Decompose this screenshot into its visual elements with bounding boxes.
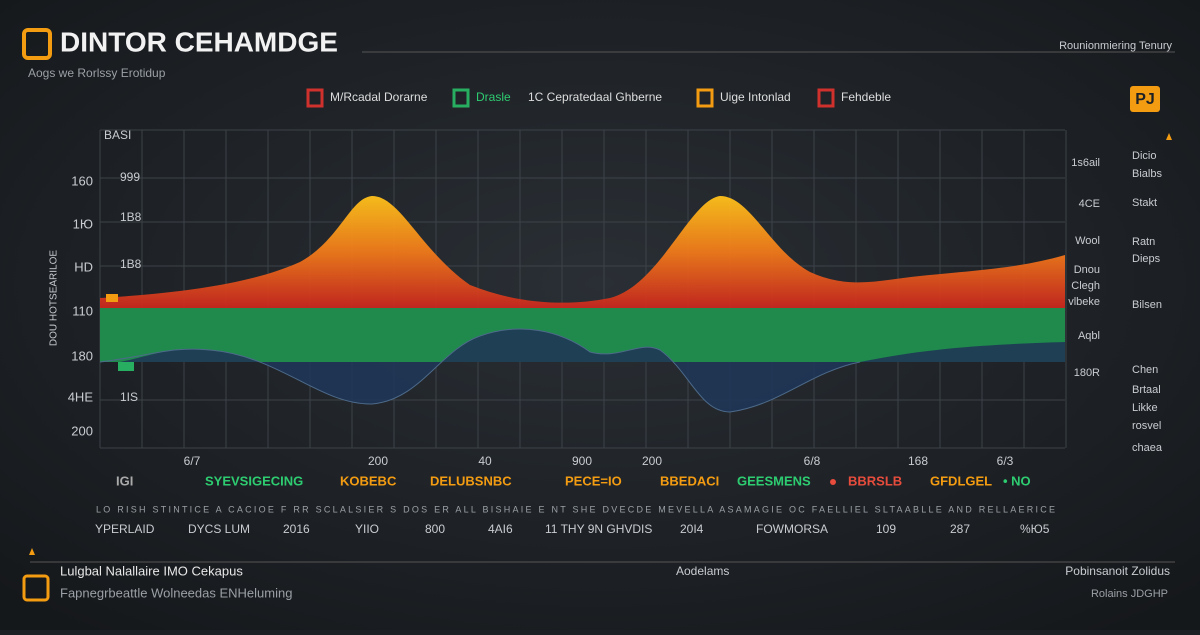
legend-label: Fehdeble [841, 90, 891, 104]
legend-label: M/Rcadal Dorarne [330, 90, 428, 104]
tag: • NO [1003, 473, 1031, 488]
side-label: Likke [1132, 402, 1158, 414]
row-value: 287 [950, 522, 970, 536]
footer-center: Aodelams [676, 564, 729, 578]
side-label: Dieps [1132, 253, 1161, 265]
side-label: chaea [1132, 442, 1163, 454]
side-label: Dicio [1132, 150, 1156, 162]
tag: BBEDACI [660, 473, 719, 488]
tag: BBRSLB [848, 473, 902, 488]
legend-label: Drasle [476, 90, 511, 104]
y-label: 1s6ail [1071, 157, 1100, 169]
y-label: 999 [120, 170, 140, 184]
side-label: Chen [1132, 364, 1158, 376]
x-label: 6/8 [804, 454, 821, 468]
y-label: 160 [71, 173, 93, 188]
badge-text: PJ [1135, 91, 1155, 108]
y-label: 110 [72, 303, 93, 318]
subtitle: Aogs we Rorlssy Erotidup [28, 66, 166, 80]
side-label: Bialbs [1132, 168, 1162, 180]
footer-logo [22, 574, 50, 602]
x-label: 6/3 [997, 454, 1014, 468]
footer-right-sub: Rolains JDGHP [1091, 588, 1168, 600]
badge [1130, 86, 1160, 112]
y-label: 1Ю [73, 216, 93, 231]
y-label: BASI [104, 128, 131, 142]
x-label: 900 [572, 454, 592, 468]
triangle [29, 548, 35, 555]
x-label: 6/7 [184, 454, 201, 468]
legend-swatch [817, 88, 835, 108]
tag: GEESMENS [737, 473, 811, 488]
axis-label: DOU HOTSEARILOE [49, 250, 60, 346]
legend-swatch [452, 88, 470, 108]
dot [830, 479, 836, 485]
y-label: Dnou [1074, 264, 1100, 276]
side-label: Bilsen [1132, 299, 1162, 311]
tag: GFDLGEL [930, 473, 992, 488]
triangle [1166, 133, 1172, 140]
row-value: 11 THY 9N GHVDIS [545, 522, 652, 536]
legend-label: Uige Intonlad [720, 90, 791, 104]
title: DINTOR CEHAMDGE [60, 26, 338, 57]
y-label: 1B8 [120, 210, 142, 224]
y-label: 1B8 [120, 257, 142, 271]
legend-swatch [696, 88, 714, 108]
y-label: 180 [71, 348, 93, 363]
row-value: 800 [425, 522, 445, 536]
row-value: 4AI6 [488, 522, 513, 536]
footer-title: Lulgbal Nalallaire IMO Cekapus [60, 563, 243, 578]
y-label: 180R [1074, 367, 1100, 379]
row-value: 2016 [283, 522, 310, 536]
tag: SYEVSIGECING [205, 473, 303, 488]
x-label: 168 [908, 454, 928, 468]
legend-label: 1C Cepratedaal Ghberne [528, 90, 662, 104]
tag: PECE=IO [565, 473, 622, 488]
legend-swatch [306, 88, 324, 108]
y-label: 1IS [120, 390, 138, 404]
y-label: Wool [1075, 235, 1100, 247]
x-label: 200 [368, 454, 388, 468]
footer-right: Pobinsanoit Zolidus [1065, 564, 1170, 578]
y-label: 200 [71, 423, 93, 438]
side-label: Stakt [1132, 197, 1157, 209]
y-label: Clegh [1071, 280, 1100, 292]
blue-line [99, 328, 861, 413]
logo [22, 28, 52, 60]
orange-area [100, 196, 1065, 308]
row-value: 20I4 [680, 522, 704, 536]
row-value: YPERLAID [95, 522, 155, 536]
y-label: vlbeke [1068, 296, 1100, 308]
side-label: Brtaal [1132, 384, 1161, 396]
side-label: Ratn [1132, 236, 1155, 248]
marker [118, 362, 134, 371]
row-value: FOWMORSA [756, 522, 828, 536]
row-value: %Ю5 [1020, 522, 1050, 536]
note: LO RISH STINTICE A CACIOE F RR SCLALSIER… [96, 504, 1056, 514]
x-label: 40 [478, 454, 492, 468]
y-label: 4CE [1079, 198, 1100, 210]
x-label: 200 [642, 454, 662, 468]
marker [106, 294, 118, 302]
tag: DELUBSNBC [430, 473, 512, 488]
y-label: HD [74, 259, 93, 274]
row-value: DYCS LUM [188, 522, 250, 536]
y-label: Aqbl [1078, 330, 1100, 342]
row-value: YIIO [355, 522, 379, 536]
footer-sub: Fapnegrbeattle Wolneedas ENHeluming [60, 585, 292, 600]
side-label: rosvel [1132, 420, 1161, 432]
y-label: 4HE [68, 389, 94, 404]
row-value: 109 [876, 522, 896, 536]
header-right: Rounionmiering Tenury [1059, 40, 1172, 52]
blue-area [120, 329, 1065, 412]
tag: KOBEBC [340, 473, 397, 488]
tag: IGI [116, 473, 133, 488]
